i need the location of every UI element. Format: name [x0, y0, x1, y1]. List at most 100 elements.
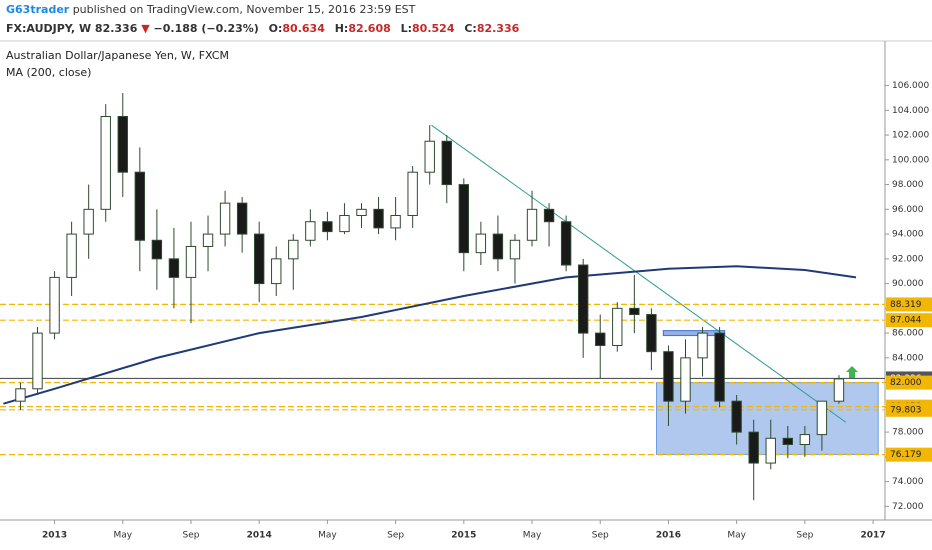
- published: published on TradingView.com, November 1…: [72, 3, 416, 16]
- candle-body: [15, 388, 26, 402]
- publisher[interactable]: G63trader: [6, 3, 70, 16]
- ohlc-label: H:: [334, 22, 349, 35]
- signal-arrow: [846, 366, 858, 378]
- candle-body: [219, 202, 231, 235]
- candle-body: [731, 400, 742, 433]
- candle-body: [254, 233, 265, 285]
- change-arrow: ▼: [141, 22, 150, 35]
- candle-body: [305, 221, 316, 241]
- candle-body: [765, 437, 776, 464]
- candle-body: [32, 332, 43, 390]
- level-label: 79.803: [890, 405, 922, 415]
- candle-body: [560, 221, 572, 266]
- ohlc-value: 82.608: [348, 22, 391, 35]
- candle-body: [714, 332, 725, 402]
- change: −0.188 (−0.23%): [153, 22, 259, 35]
- ohlc-value: 80.634: [282, 22, 325, 35]
- candle-body: [424, 140, 435, 173]
- candle-body: [680, 357, 691, 402]
- publish-line: G63trader published on TradingView.com, …: [6, 3, 415, 16]
- candle-body: [202, 233, 214, 247]
- level-label-box: [886, 297, 932, 312]
- level-label: 82.000: [890, 378, 922, 388]
- candle-body: [782, 437, 793, 445]
- level-label-box: [886, 447, 932, 462]
- y-tick-label: 84.000: [892, 353, 924, 363]
- candle-body: [356, 208, 367, 217]
- last-price: 82.336: [94, 22, 138, 35]
- candle-body: [117, 116, 128, 173]
- x-tick-label: 2013: [42, 531, 67, 541]
- level-label-box: [886, 375, 932, 390]
- candle-body: [185, 245, 197, 278]
- x-tick-label: May: [523, 531, 542, 541]
- candle-body: [407, 171, 418, 217]
- candle-body: [271, 258, 282, 285]
- ohlc-value: 80.524: [412, 22, 455, 35]
- ohlc-label: C:: [464, 22, 477, 35]
- level-label-box: [886, 402, 932, 417]
- candle-body: [288, 239, 299, 260]
- y-tick-label: 96.000: [892, 205, 924, 215]
- x-tick-label: May: [318, 531, 337, 541]
- y-tick-label: 86.000: [892, 329, 924, 339]
- x-tick-label: Sep: [182, 531, 199, 541]
- candle-body: [697, 332, 708, 359]
- x-tick-label: 2016: [656, 531, 681, 541]
- candle-body: [168, 258, 180, 278]
- symbol-line: FX:AUDJPY, W 82.336 ▼ −0.188 (−0.23%) O:…: [6, 22, 519, 35]
- y-tick-label: 106.000: [892, 81, 929, 91]
- level-label: 88.319: [890, 300, 922, 310]
- plot-area: [0, 92, 885, 501]
- y-tick-label: 102.000: [892, 131, 929, 141]
- candle-body: [458, 184, 470, 254]
- y-tick-label: 74.000: [892, 477, 924, 487]
- candle-body: [322, 221, 333, 233]
- trendline: [431, 124, 847, 423]
- candle-body: [526, 208, 538, 241]
- level-label: 87.044: [890, 316, 922, 326]
- ohlc-value: 82.336: [476, 22, 520, 35]
- candle-body: [151, 239, 163, 260]
- y-tick-label: 78.000: [892, 428, 924, 438]
- candle-body: [612, 307, 623, 346]
- moving-average: [3, 265, 857, 405]
- symbol: FX:AUDJPY, W: [6, 22, 92, 35]
- candle-body: [543, 208, 555, 223]
- y-tick-label: 72.000: [892, 502, 924, 512]
- candle-body: [646, 314, 657, 353]
- y-tick-label: 94.000: [892, 230, 924, 240]
- x-tick-label: Sep: [796, 531, 813, 541]
- x-tick-label: 2017: [861, 531, 886, 541]
- candle-body: [441, 140, 452, 186]
- y-tick-label: 104.000: [892, 106, 929, 116]
- level-label: 76.179: [890, 450, 922, 460]
- candle-body: [83, 208, 94, 235]
- header: G63trader published on TradingView.com, …: [0, 0, 932, 40]
- candle-body: [663, 351, 674, 402]
- level-label-box: [886, 313, 932, 328]
- x-tick-label: May: [113, 531, 132, 541]
- candle-body: [492, 233, 504, 260]
- y-tick-label: 90.000: [892, 279, 924, 289]
- candle-body: [373, 208, 384, 229]
- candle-body: [799, 434, 811, 445]
- x-tick-label: 2015: [451, 531, 476, 541]
- candle-body: [816, 400, 828, 436]
- ohlc-label: L:: [400, 22, 413, 35]
- candle-body: [595, 332, 606, 346]
- x-tick-label: Sep: [592, 531, 609, 541]
- ohlc-label: O:: [268, 22, 283, 35]
- y-tick-label: 92.000: [892, 254, 924, 264]
- y-tick-label: 98.000: [892, 180, 924, 190]
- candle-body: [475, 233, 487, 254]
- candle-body: [236, 202, 248, 235]
- candle-body: [390, 215, 401, 229]
- x-tick-label: Sep: [387, 531, 404, 541]
- y-tick-label: 100.000: [892, 155, 929, 165]
- candle-body: [833, 378, 845, 402]
- candle-body: [66, 233, 77, 278]
- indicator-legend: MA (200, close): [6, 66, 91, 79]
